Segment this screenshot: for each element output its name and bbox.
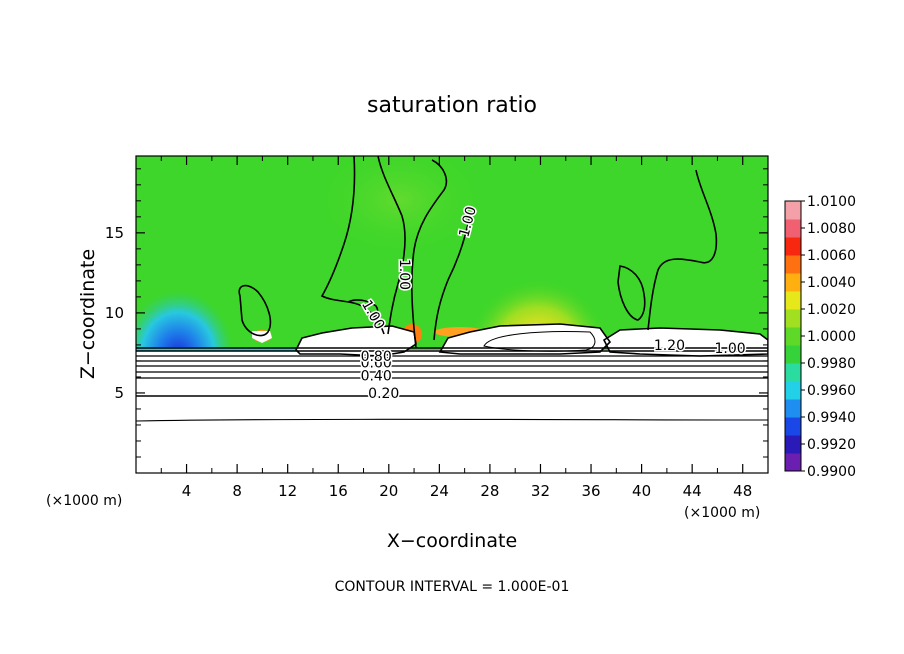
contour-line-lower bbox=[136, 418, 768, 422]
contour-label: 0.80 bbox=[361, 349, 392, 365]
x-tick-label: 4 bbox=[182, 482, 192, 500]
colorbar-swatch bbox=[785, 327, 801, 346]
x-tick-label: 44 bbox=[683, 482, 702, 500]
x-tick-label: 28 bbox=[480, 482, 499, 500]
colorbar-swatch bbox=[785, 453, 801, 472]
x-unit-right: (×1000 m) bbox=[684, 505, 760, 521]
colorbar-swatch bbox=[785, 255, 801, 274]
contour-plume-1 bbox=[320, 156, 385, 335]
contour-cloud-right2 bbox=[602, 327, 768, 357]
x-axis-label: X−coordinate bbox=[387, 530, 517, 552]
colorbar-label: 1.0040 bbox=[807, 275, 856, 291]
y-tick-label: 15 bbox=[105, 224, 124, 242]
x-tick-label: 20 bbox=[379, 482, 398, 500]
colorbar-label: 1.0060 bbox=[807, 248, 856, 264]
colorbar-swatch bbox=[785, 309, 801, 328]
colorbar-swatch bbox=[785, 219, 801, 238]
x-tick-label: 8 bbox=[232, 482, 242, 500]
contour-label: 0.60 bbox=[361, 356, 392, 372]
colorbar: 1.0100 1.0080 1.0060 1.0040 1.0020 1.0000 0.99… bbox=[784, 194, 856, 480]
colorbar-swatch bbox=[785, 399, 801, 418]
y-axis-label: Z−coordinate bbox=[77, 249, 99, 379]
contour-lines bbox=[136, 156, 768, 422]
colorbar-label: 1.0000 bbox=[807, 329, 856, 345]
cloud-blob-right2 bbox=[604, 328, 768, 356]
contour-label: 0.20 bbox=[368, 386, 399, 402]
x-unit-left: (×1000 m) bbox=[46, 493, 122, 509]
x-tick-label: 12 bbox=[278, 482, 297, 500]
colorbar-label: 1.0100 bbox=[807, 194, 856, 210]
colorbar-swatch bbox=[785, 291, 801, 310]
colorbar-swatch bbox=[785, 417, 801, 436]
plot-area: 0.200.400.600.801.001.001.001.20 1.00 bbox=[136, 156, 768, 473]
x-tick-label: 32 bbox=[531, 482, 550, 500]
plot-frame bbox=[135, 155, 769, 474]
contour-labels: 0.200.400.600.801.001.001.001.20 1.00 bbox=[357, 203, 748, 403]
x-axis: 4 8 12 16 20 24 28 32 36 40 44 48 bbox=[160, 156, 752, 500]
field-lower-layer bbox=[136, 350, 768, 473]
contour-plume-5 bbox=[647, 169, 718, 331]
contour-label: 1.00 bbox=[714, 341, 745, 357]
colorbar-label: 0.9960 bbox=[807, 383, 856, 399]
field-cyan-interface bbox=[136, 347, 336, 351]
y-tick-label: 10 bbox=[105, 304, 124, 322]
colorbar-swatch bbox=[785, 201, 801, 220]
contour-interval-note: CONTOUR INTERVAL = 1.000E-01 bbox=[335, 579, 570, 595]
colorbar-swatch bbox=[785, 273, 801, 292]
x-tick-label: 48 bbox=[733, 482, 752, 500]
colorbar-swatch bbox=[785, 435, 801, 454]
colorbar-label: 0.9980 bbox=[807, 356, 856, 372]
contour-plume-2 bbox=[377, 156, 406, 335]
colorbar-label: 0.9920 bbox=[807, 437, 856, 453]
contour-plume-4 bbox=[433, 213, 471, 341]
colorbar-swatch bbox=[785, 381, 801, 400]
y-tick-label: 5 bbox=[114, 384, 124, 402]
contour-plume-7 bbox=[347, 299, 379, 321]
colorbar-label: 1.0020 bbox=[807, 302, 856, 318]
x-tick-label: 40 bbox=[632, 482, 651, 500]
x-tick-label: 36 bbox=[581, 482, 600, 500]
contour-plume-3 bbox=[411, 159, 448, 349]
colorbar-label: 1.0080 bbox=[807, 221, 856, 237]
contour-label: 1.20 bbox=[654, 338, 685, 354]
contour-label: 0.40 bbox=[361, 368, 392, 384]
x-tick-label: 16 bbox=[329, 482, 348, 500]
colorbar-swatch bbox=[785, 237, 801, 256]
colorbar-label: 0.9900 bbox=[807, 464, 856, 480]
colorbar-swatch bbox=[785, 363, 801, 382]
x-tick-label: 24 bbox=[430, 482, 449, 500]
contour-label: 1.00 bbox=[396, 259, 412, 290]
y-axis: 5 10 15 bbox=[105, 168, 768, 458]
contour-plume-6 bbox=[617, 265, 646, 321]
contour-cloud-right1 bbox=[438, 323, 612, 355]
colorbar-swatch bbox=[785, 345, 801, 364]
contour-cloud-right1-inner bbox=[483, 331, 596, 352]
contour-cloud-left bbox=[238, 284, 272, 337]
colorbar-label: 0.9940 bbox=[807, 410, 856, 426]
chart-title: saturation ratio bbox=[367, 93, 537, 118]
